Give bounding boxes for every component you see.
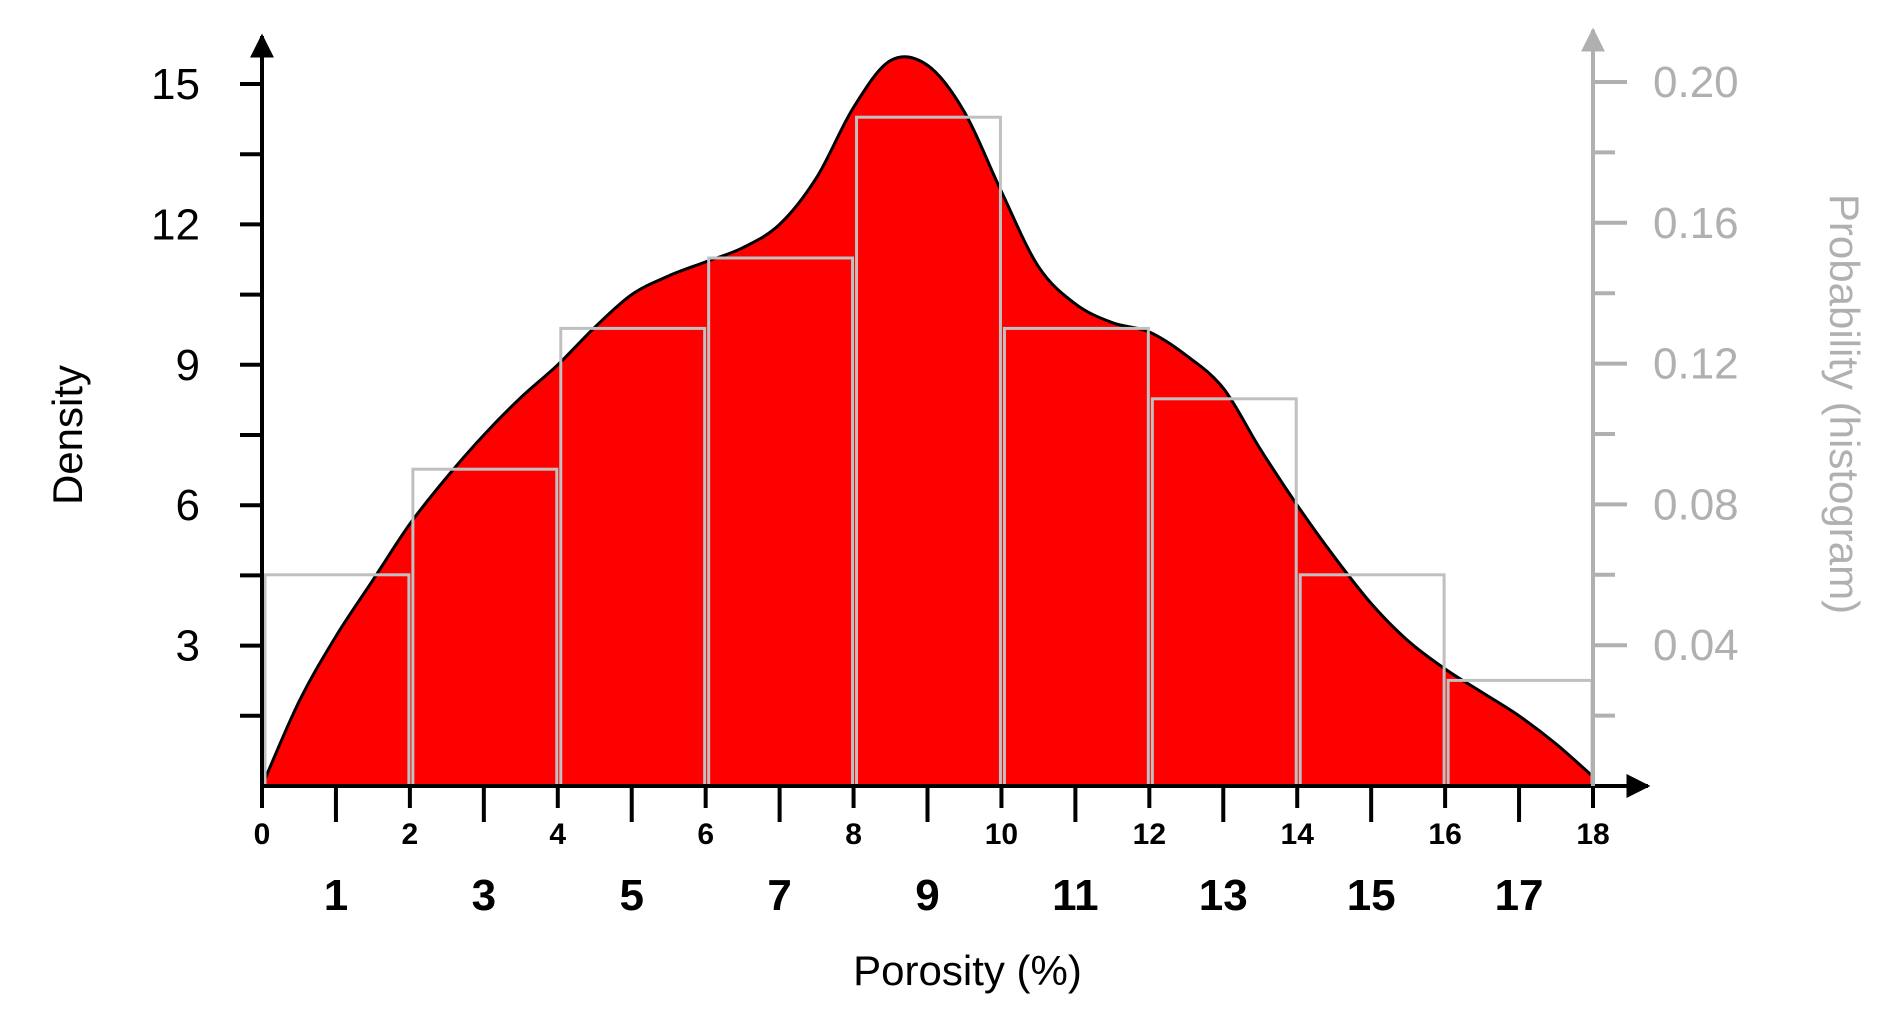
x-tick-label-minor: 7 <box>767 871 791 920</box>
x-tick-label-minor: 5 <box>619 871 643 920</box>
y-axis-left-label: Density <box>44 365 91 505</box>
x-tick-label-major: 2 <box>402 818 419 851</box>
x-tick-label-minor: 13 <box>1199 871 1248 920</box>
y-right-tick-label: 0.12 <box>1653 340 1739 389</box>
y-right-tick-label: 0.20 <box>1653 58 1739 107</box>
x-tick-label-minor: 1 <box>324 871 348 920</box>
x-axis-label: Porosity (%) <box>853 947 1082 994</box>
density-curve-area <box>260 55 1595 788</box>
x-tick-label-minor: 9 <box>915 871 939 920</box>
x-tick-label-minor: 11 <box>1052 871 1099 920</box>
plot-area <box>260 55 1595 788</box>
x-tick-label-major: 18 <box>1576 818 1609 851</box>
x-axis: 0 2 4 6 8 10 12 14 16 181 3 5 7 9 11 13 15 17 Porosity (%… <box>254 774 1651 994</box>
x-tick-label-major: 4 <box>549 818 566 851</box>
y-axis-right: 0.04 0.08 0.12 0.16 0.20 Probability (histog… <box>1581 27 1868 786</box>
x-tick-label-major: 14 <box>1281 818 1315 851</box>
y-axis-right-ticks: 0.04 0.08 0.12 0.16 0.20 <box>1593 58 1739 718</box>
y-axis-left: 3 6 9 12 15 Density <box>44 33 274 786</box>
x-tick-label-major: 12 <box>1133 818 1166 851</box>
x-axis-ticks: 0 2 4 6 8 10 12 14 16 181 3 5 7 9 11 13 15 17 <box>254 786 1610 920</box>
y-right-tick-label: 0.16 <box>1653 199 1739 248</box>
x-tick-label-minor: 3 <box>472 871 496 920</box>
y-left-tick-label: 12 <box>151 200 200 249</box>
y-left-tick-label: 15 <box>151 60 200 109</box>
y-axis-left-ticks: 3 6 9 12 15 <box>151 60 262 718</box>
x-tick-label-minor: 17 <box>1495 871 1544 920</box>
x-tick-label-major: 10 <box>985 818 1018 851</box>
x-tick-label-major: 16 <box>1428 818 1461 851</box>
y-right-tick-label: 0.08 <box>1653 480 1739 529</box>
x-tick-label-major: 0 <box>254 818 271 851</box>
x-tick-label-major: 6 <box>697 818 714 851</box>
y-left-tick-label: 6 <box>176 481 200 530</box>
y-left-tick-label: 9 <box>176 341 200 390</box>
y-axis-right-label: Probability (histogram) <box>1821 194 1868 614</box>
x-tick-label-major: 8 <box>845 818 862 851</box>
y-left-tick-label: 3 <box>176 622 200 671</box>
y-right-tick-label: 0.04 <box>1653 621 1739 670</box>
x-tick-label-minor: 15 <box>1347 871 1396 920</box>
